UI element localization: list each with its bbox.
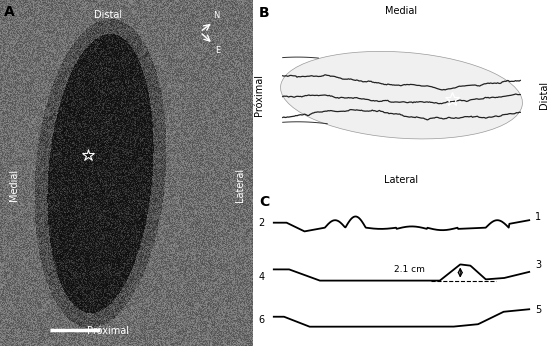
Text: Medial: Medial	[386, 6, 417, 16]
Text: Lateral: Lateral	[384, 175, 419, 185]
Text: C: C	[259, 195, 269, 209]
Text: Medial: Medial	[9, 169, 19, 201]
Text: 2.1 cm: 2.1 cm	[394, 265, 425, 274]
Text: 2: 2	[258, 218, 265, 228]
Text: 6: 6	[258, 315, 265, 325]
Text: 3: 3	[535, 260, 541, 270]
Text: 4: 4	[258, 273, 265, 282]
Text: Distal: Distal	[538, 81, 548, 109]
Text: 5: 5	[535, 305, 541, 315]
Text: N: N	[213, 11, 219, 20]
Text: Próximal: Próximal	[255, 74, 265, 116]
Text: Próximal: Próximal	[87, 326, 129, 336]
Text: Distal: Distal	[94, 10, 122, 20]
Text: Lateral: Lateral	[235, 168, 245, 202]
Text: E: E	[216, 46, 221, 55]
Text: 1: 1	[535, 212, 541, 222]
Text: B: B	[259, 6, 270, 20]
Ellipse shape	[280, 51, 522, 139]
Text: A: A	[4, 5, 15, 19]
